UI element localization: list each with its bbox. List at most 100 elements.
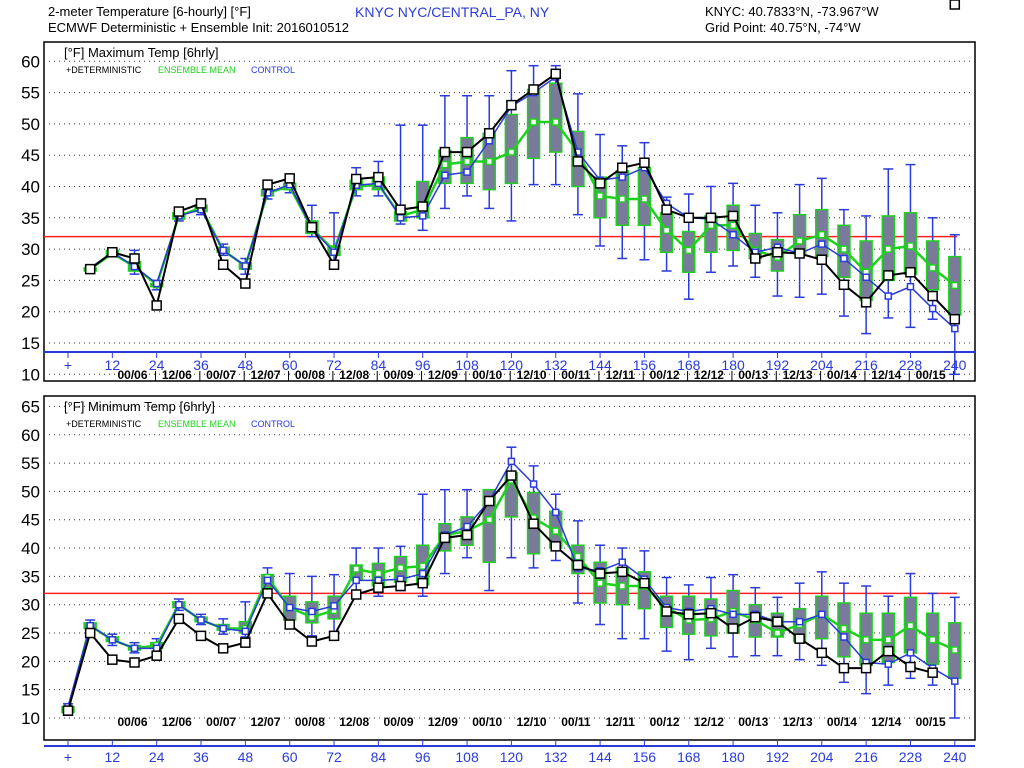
date-tick-label: 12/11 <box>606 368 636 382</box>
ensemble-mean-point <box>596 192 604 200</box>
deterministic-point <box>262 179 273 190</box>
ensemble-mean-point <box>928 264 937 272</box>
hour-tick-label: 192 <box>766 357 790 373</box>
hour-tick-label: 132 <box>544 357 568 373</box>
ensemble-mean-point <box>618 195 626 203</box>
date-tick-label: 00/15 <box>916 368 946 382</box>
y-tick-label: 45 <box>21 511 40 530</box>
ensemble-box <box>482 488 496 563</box>
control-point <box>884 660 893 668</box>
hour-tick-label: 108 <box>455 749 479 765</box>
date-tick-label: 00/06 <box>117 715 147 729</box>
ensemble-mean-point <box>441 160 449 169</box>
control-point <box>818 240 826 248</box>
control-point <box>485 137 493 145</box>
ensemble-mean-point <box>640 195 649 203</box>
y-tick-label: 15 <box>21 681 40 700</box>
deterministic-point <box>883 645 894 657</box>
deterministic-point <box>328 630 340 642</box>
control-point <box>951 324 959 333</box>
deterministic-point <box>129 253 140 264</box>
hour-tick-label: 204 <box>810 357 834 373</box>
hour-tick-label: 120 <box>500 357 524 373</box>
date-tick-label: 00/11 <box>561 368 591 382</box>
date-tick-label: 12/08 <box>339 715 369 729</box>
control-point <box>928 304 937 313</box>
date-tick-label: 00/10 <box>472 368 502 382</box>
control-point <box>507 457 516 466</box>
deterministic-point <box>750 253 761 264</box>
date-tick-label: 00/12 <box>650 715 680 729</box>
control-point <box>729 610 737 619</box>
deterministic-point <box>727 210 739 222</box>
y-tick-label: 15 <box>21 334 40 353</box>
ensemble-boxes <box>83 64 962 376</box>
deterministic-point <box>772 616 783 627</box>
deterministic-point <box>483 495 495 507</box>
deterministic-point <box>506 470 517 481</box>
deterministic-point <box>306 221 318 233</box>
deterministic-point <box>217 643 229 654</box>
control-point <box>463 522 471 531</box>
date-tick-label: 00/14 <box>827 368 857 382</box>
ensemble-mean-point <box>396 564 405 572</box>
y-tick-label: 45 <box>21 146 40 165</box>
hour-tick-label: 24 <box>149 749 165 765</box>
hour-tick-label: 240 <box>943 749 967 765</box>
control-point <box>729 230 737 239</box>
date-tick-label: 00/13 <box>738 368 768 382</box>
legend: +DETERMINISTIC ENSEMBLE MEAN CONTROL <box>66 65 295 75</box>
hour-tick-label: 72 <box>326 357 342 373</box>
control-point <box>529 480 538 488</box>
hour-tick-label: 12 <box>105 357 121 373</box>
panel-title: [°F] Maximum Temp [6hrly] <box>64 45 219 60</box>
deterministic-point <box>173 206 185 217</box>
deterministic-point <box>639 577 650 589</box>
date-tick-label: 00/12 <box>650 368 680 382</box>
hour-tick-label: 108 <box>455 357 479 373</box>
deterministic-point <box>860 297 872 308</box>
date-tick-label: 12/12 <box>694 715 724 729</box>
control-point <box>152 279 161 288</box>
hour-tick-label: 84 <box>371 357 387 373</box>
deterministic-point <box>395 580 406 592</box>
control-point <box>906 649 915 657</box>
legend-ensemble-mean: ENSEMBLE MEAN <box>158 419 236 429</box>
hour-tick-label: 228 <box>899 357 923 373</box>
ensemble-mean-point <box>685 246 693 255</box>
deterministic-point <box>151 300 162 311</box>
hour-tick-label: 72 <box>326 749 342 765</box>
deterministic-point <box>572 559 584 571</box>
date-tick-label: 00/08 <box>295 368 325 382</box>
grid-point-coordinates: Grid Point: 40.75°N, -74°W <box>705 20 861 35</box>
date-tick-label: 12/13 <box>783 368 813 382</box>
chart-title: 2-meter Temperature [6-hourly] [°F] <box>48 4 251 19</box>
hour-tick-label: + <box>64 749 72 765</box>
date-tick-label: 00/08 <box>295 715 325 729</box>
deterministic-point <box>328 259 340 270</box>
control-point <box>551 508 560 517</box>
ensemble-mean-point <box>951 281 959 290</box>
deterministic-point <box>528 518 539 529</box>
deterministic-point <box>594 568 606 579</box>
deterministic-point <box>927 667 938 678</box>
deterministic-point <box>439 146 451 158</box>
y-tick-label: 55 <box>21 84 40 103</box>
deterministic-point <box>240 637 251 648</box>
chart-panel-min-temp: 10 15 20 25 30 35 40 45 50 55 60 65 [°F] Minimum Tem… <box>21 0 976 765</box>
deterministic-point <box>816 647 828 659</box>
control-line <box>89 75 956 330</box>
control-point <box>840 633 848 641</box>
hour-tick-label: 36 <box>193 749 209 765</box>
ensemble-mean-point <box>574 552 582 561</box>
hour-tick-label: 36 <box>193 357 209 373</box>
date-tick-label: 12/06 <box>162 368 192 382</box>
deterministic-point <box>617 162 628 173</box>
deterministic-point <box>661 204 672 215</box>
date-tick-label: 00/09 <box>384 368 414 382</box>
ensemble-mean-point <box>418 562 427 570</box>
deterministic-point <box>240 278 251 289</box>
deterministic-point <box>594 178 606 189</box>
ensemble-box <box>548 82 563 153</box>
hour-tick-label: 204 <box>810 749 834 765</box>
